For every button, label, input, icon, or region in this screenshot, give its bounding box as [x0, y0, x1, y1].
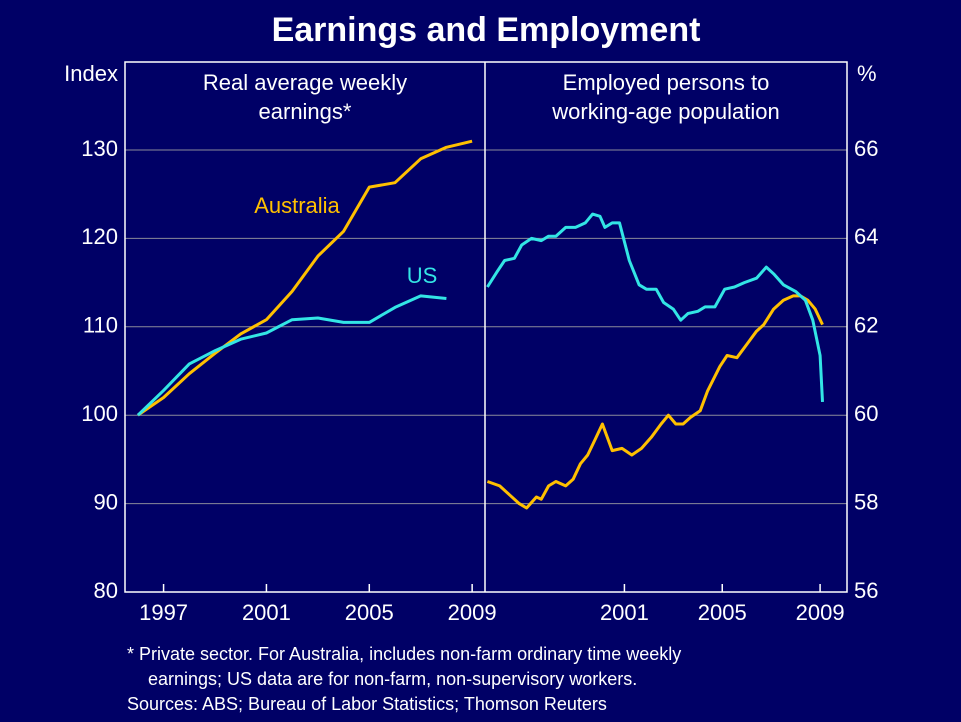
x-tick-label: 2009 — [448, 600, 497, 625]
x-tick-label: 2005 — [345, 600, 394, 625]
y-tick-label: 120 — [81, 224, 118, 249]
panel-title: earnings* — [259, 99, 352, 124]
y-tick-label: 56 — [854, 578, 878, 603]
series-line — [137, 139, 473, 417]
y-tick-label: 66 — [854, 136, 878, 161]
y-tick-label: 58 — [854, 489, 878, 514]
y-tick-label: 110 — [83, 313, 118, 338]
panel-title: Real average weekly — [203, 70, 407, 95]
series-label: US — [407, 263, 438, 288]
plot-frame — [124, 61, 848, 593]
source-note: Sources: ABS; Bureau of Labor Statistics… — [127, 694, 607, 714]
panel-title: Employed persons to — [563, 70, 770, 95]
x-tick-label: 2009 — [796, 600, 845, 625]
series-line — [136, 294, 447, 417]
y-tick-label: 64 — [854, 224, 878, 249]
y-tick-label: 130 — [81, 136, 118, 161]
footnote: * Private sector. For Australia, include… — [127, 644, 681, 664]
chart-title: Earnings and Employment — [272, 11, 701, 49]
y-tick-label: 62 — [854, 313, 878, 338]
y-tick-label: 100 — [81, 401, 118, 426]
y-tick-label: 80 — [94, 578, 118, 603]
x-tick-label: 2005 — [698, 600, 747, 625]
y-axis-label: Index — [64, 61, 118, 86]
x-tick-label: 2001 — [242, 600, 291, 625]
series-line — [486, 294, 824, 510]
series-line — [486, 212, 824, 402]
x-tick-label: 2001 — [600, 600, 649, 625]
y-tick-label: 60 — [854, 401, 878, 426]
series-label: Australia — [254, 193, 340, 218]
y-tick-label: 90 — [94, 489, 118, 514]
panel-title: working-age population — [551, 99, 780, 124]
footnote: earnings; US data are for non-farm, non-… — [148, 669, 637, 689]
y-axis-label: % — [857, 61, 877, 86]
x-tick-label: 1997 — [139, 600, 188, 625]
